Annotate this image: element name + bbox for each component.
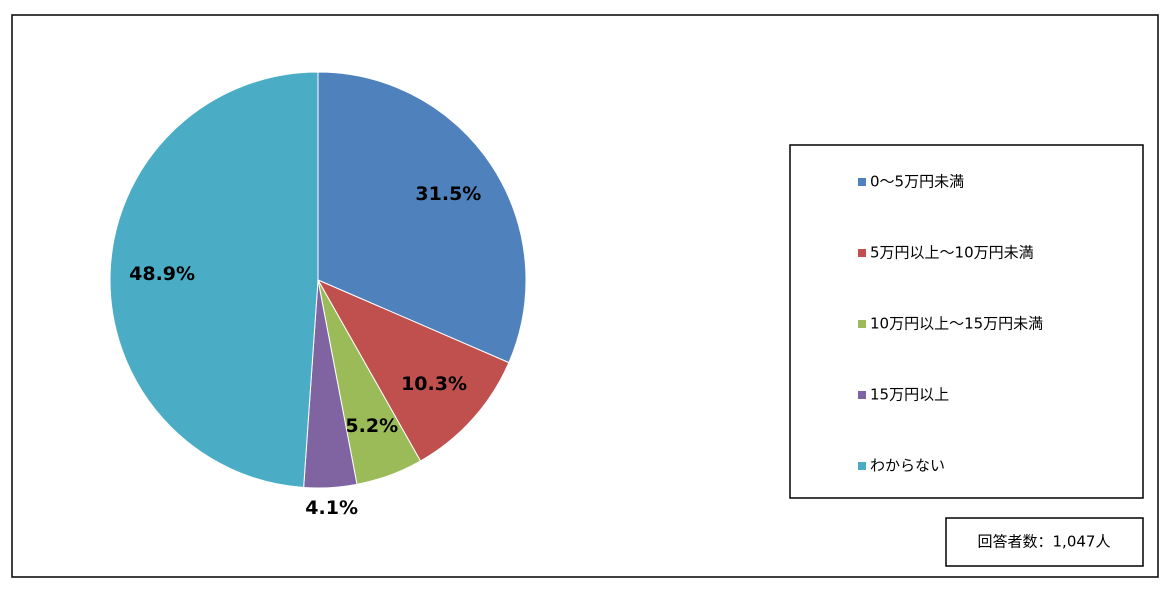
data-label: 5.2% <box>345 415 398 437</box>
legend-label: わからない <box>870 457 945 475</box>
legend-swatch <box>858 462 866 470</box>
pie-slice <box>109 71 319 489</box>
legend-box <box>789 144 1144 499</box>
data-label: 10.3% <box>401 373 467 395</box>
annotation: 回答者数：1,047人 <box>978 533 1111 551</box>
legend-label: 10万円以上～15万円未満 <box>870 315 1043 333</box>
legend-swatch <box>858 391 866 399</box>
data-label: 48.9% <box>129 263 195 285</box>
legend-swatch <box>858 320 866 328</box>
legend-label: 0～5万円未満 <box>870 173 964 191</box>
legend-swatch <box>858 178 866 186</box>
legend-label: 15万円以上 <box>870 386 949 404</box>
pie-slice <box>316 278 510 462</box>
annotation-box <box>945 517 1144 567</box>
data-label: 4.1% <box>305 497 358 519</box>
pie-slice <box>317 71 527 364</box>
data-label: 31.5% <box>415 183 481 205</box>
legend-swatch <box>858 249 866 257</box>
legend-label: 5万円以上～10万円未満 <box>870 244 1034 262</box>
